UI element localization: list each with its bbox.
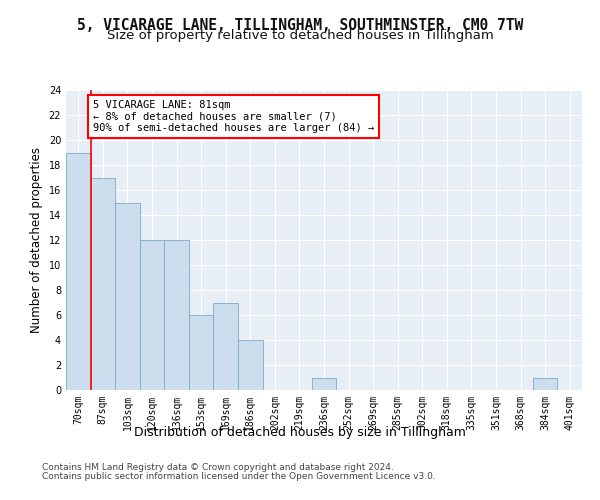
Bar xyxy=(91,178,115,390)
Bar xyxy=(164,240,189,390)
Bar xyxy=(214,302,238,390)
Bar xyxy=(312,378,336,390)
Bar xyxy=(115,202,140,390)
Text: Size of property relative to detached houses in Tillingham: Size of property relative to detached ho… xyxy=(107,29,493,42)
Bar xyxy=(189,315,214,390)
Y-axis label: Number of detached properties: Number of detached properties xyxy=(30,147,43,333)
Text: 5, VICARAGE LANE, TILLINGHAM, SOUTHMINSTER, CM0 7TW: 5, VICARAGE LANE, TILLINGHAM, SOUTHMINST… xyxy=(77,18,523,32)
Bar xyxy=(66,152,91,390)
Bar xyxy=(238,340,263,390)
Text: Contains public sector information licensed under the Open Government Licence v3: Contains public sector information licen… xyxy=(42,472,436,481)
Text: Distribution of detached houses by size in Tillingham: Distribution of detached houses by size … xyxy=(134,426,466,439)
Text: Contains HM Land Registry data © Crown copyright and database right 2024.: Contains HM Land Registry data © Crown c… xyxy=(42,464,394,472)
Text: 5 VICARAGE LANE: 81sqm
← 8% of detached houses are smaller (7)
90% of semi-detac: 5 VICARAGE LANE: 81sqm ← 8% of detached … xyxy=(93,100,374,133)
Bar xyxy=(533,378,557,390)
Bar xyxy=(140,240,164,390)
